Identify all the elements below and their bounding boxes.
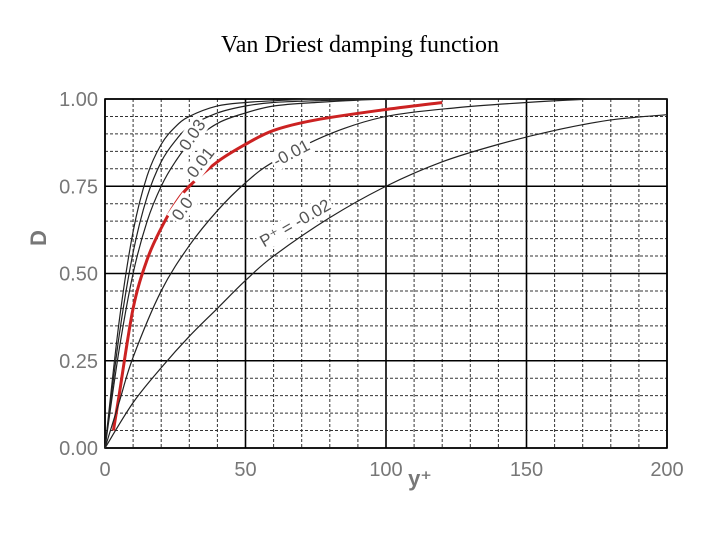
- curve-label-bg: [268, 134, 315, 172]
- y-tick-label: 0.50: [59, 264, 98, 286]
- curve-label-bg: [166, 192, 199, 226]
- series-line-3: [111, 101, 443, 431]
- series-line-4: [104, 98, 668, 449]
- y-tick-label: 1.00: [59, 89, 98, 111]
- page-title: Van Driest damping function: [221, 32, 499, 58]
- y-axis-label: D: [26, 230, 51, 246]
- y-tick-label: 0.25: [59, 351, 98, 373]
- x-tick-label: 150: [510, 459, 543, 481]
- curve-label: -0.01: [270, 136, 313, 171]
- curve-label-bg: [181, 142, 220, 184]
- y-tick-label: 0.00: [59, 438, 98, 460]
- curve-label-bg: [254, 194, 336, 253]
- x-tick-label: 0: [99, 459, 110, 481]
- curve-label: 0.0: [168, 194, 197, 224]
- x-tick-label: 50: [234, 459, 256, 481]
- curve-label-bg: [174, 114, 211, 156]
- tick-labels: 0 50 100 150 200 0.00 0.25 0.50 0.75 1.00: [59, 89, 684, 481]
- x-axis-label: y⁺: [408, 466, 432, 491]
- series-line-5: [104, 114, 668, 449]
- y-tick-label: 0.75: [59, 176, 98, 198]
- x-tick-label: 100: [369, 459, 402, 481]
- x-tick-label: 200: [650, 459, 683, 481]
- series-line-0: [104, 98, 457, 449]
